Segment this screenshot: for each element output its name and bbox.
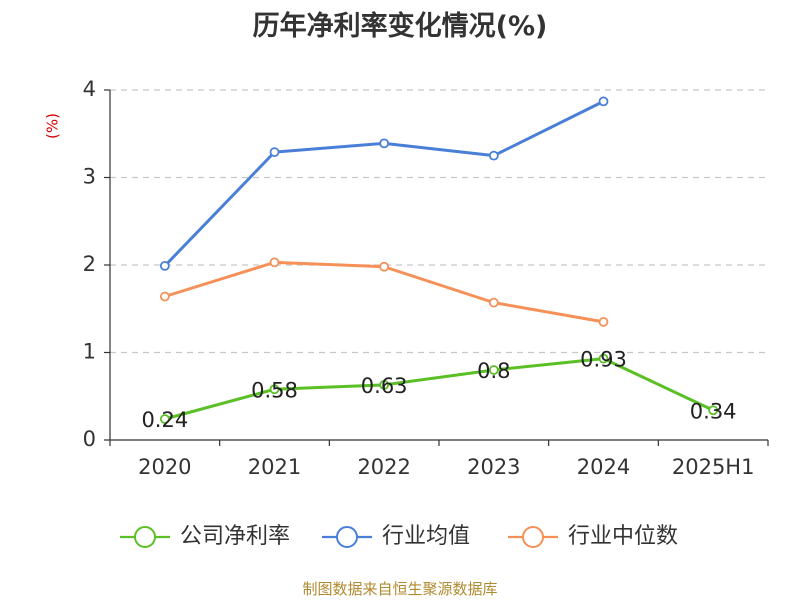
data-label: 0.24 (141, 408, 188, 432)
data-point (708, 405, 719, 416)
data-point (379, 138, 390, 149)
data-label: 0.93 (580, 348, 627, 372)
data-label: 0.34 (690, 399, 737, 423)
legend-marker (336, 526, 358, 548)
data-point (159, 414, 170, 424)
chart-title: 历年净利率变化情况(%) (252, 11, 548, 42)
data-point (159, 260, 170, 271)
series-line (163, 100, 605, 267)
data-point (379, 379, 390, 390)
data-label: 0.63 (361, 374, 408, 398)
data-point (598, 96, 609, 107)
x-tick-label: 2020 (138, 455, 191, 479)
series-0 (159, 353, 719, 424)
x-tick-label: 2024 (577, 455, 630, 479)
data-point (159, 291, 170, 302)
data-point (488, 297, 499, 308)
legend-label: 公司净利率 (180, 524, 290, 549)
y-tick-label: 2 (83, 252, 96, 276)
data-label: 0.8 (477, 359, 510, 383)
legend-label: 行业中位数 (568, 524, 678, 549)
data-point (598, 316, 609, 327)
x-tick-label: 2021 (248, 455, 301, 479)
data-point (379, 261, 390, 272)
series-line (164, 357, 714, 421)
data-point (488, 150, 499, 161)
legend-item: 行业均值 (322, 524, 470, 549)
x-tick-label: 2023 (467, 455, 520, 479)
data-label: 0.58 (251, 378, 298, 402)
series-2 (159, 257, 609, 327)
data-point (269, 147, 280, 158)
y-tick-label: 3 (83, 165, 96, 189)
axes: 0 1 2 3 4 2020 2021 2022 2023 2024 2025H1 (83, 77, 769, 479)
data-labels: 0.24 0.58 0.63 0.8 0.93 0.34 (141, 348, 736, 432)
data-point (598, 353, 609, 364)
y-axis-label: (%) (44, 113, 62, 139)
y-tick-label: 4 (83, 77, 96, 101)
legend: 公司净利率 行业均值 行业中位数 (120, 524, 678, 549)
legend-item: 行业中位数 (508, 524, 678, 549)
series (159, 96, 719, 424)
legend-label: 行业均值 (382, 524, 470, 549)
series-1 (159, 96, 609, 271)
legend-marker (134, 526, 156, 548)
legend-marker (522, 526, 544, 548)
data-point (488, 365, 499, 375)
y-tick-label: 0 (83, 427, 96, 451)
legend-item: 公司净利率 (120, 524, 290, 549)
x-tick-label: 2022 (357, 455, 410, 479)
source-note: 制图数据来自恒生聚源数据库 (302, 580, 498, 598)
x-tick-label: 2025H1 (672, 455, 755, 479)
data-point (269, 257, 280, 268)
data-point (269, 384, 280, 395)
y-tick-label: 1 (83, 340, 96, 364)
